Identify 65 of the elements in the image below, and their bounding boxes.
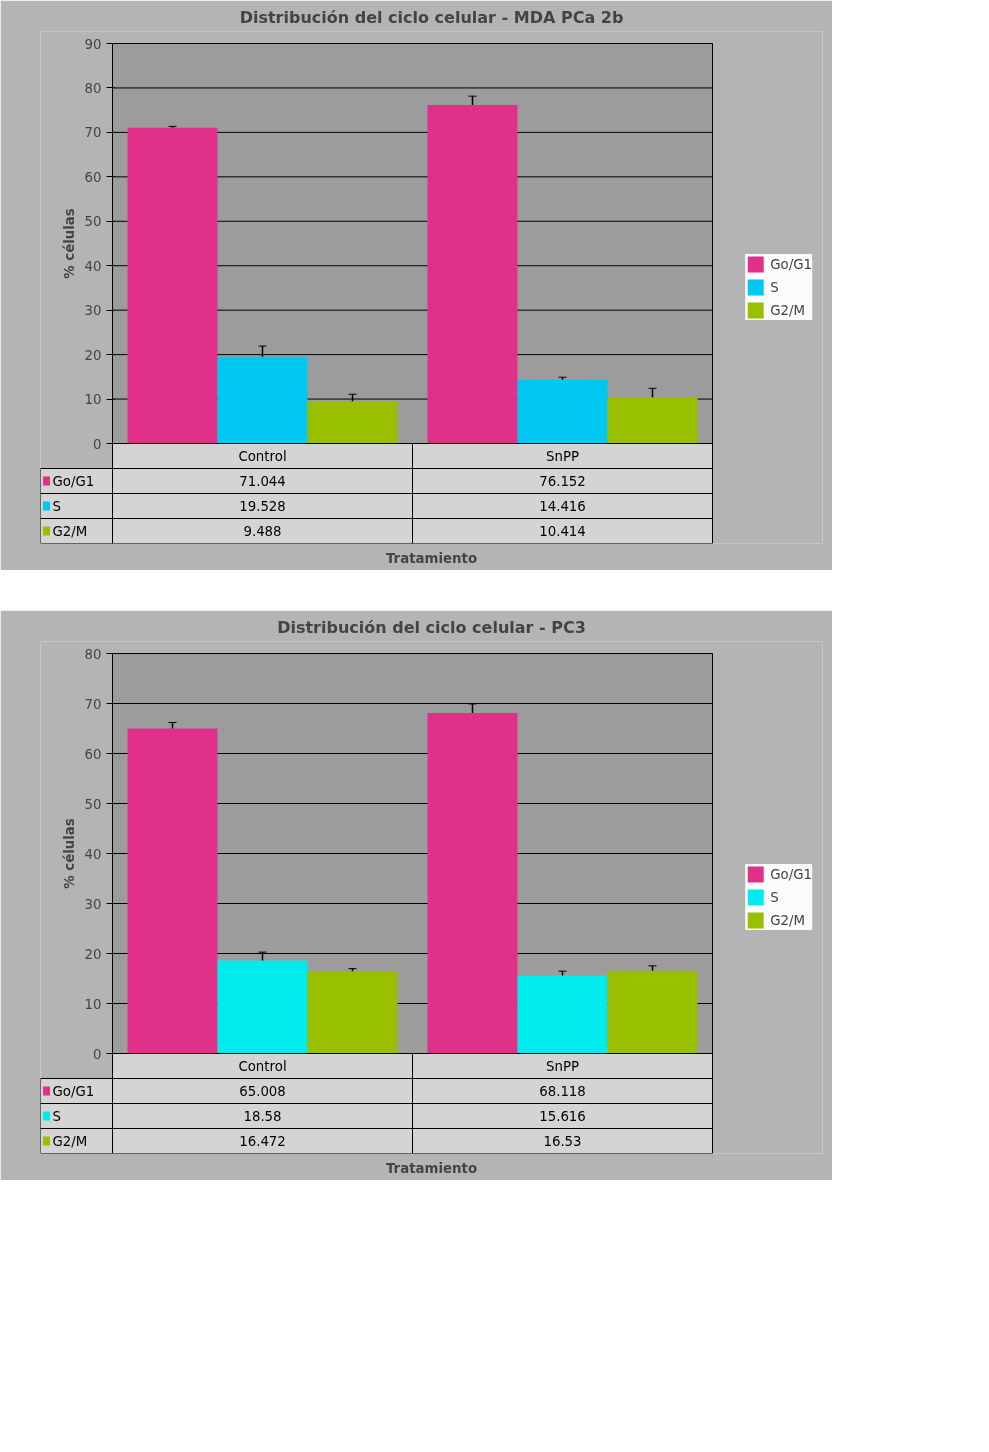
chart-title: Distribución del ciclo celular - PC3: [277, 617, 586, 637]
bar: [307, 401, 398, 444]
data-label: 76.152: [539, 474, 586, 489]
bar: [517, 379, 608, 444]
y-tick-label: 80: [84, 646, 102, 662]
y-tick-label: 40: [84, 258, 102, 274]
bar: [517, 975, 608, 1054]
data-label: 71.044: [239, 474, 286, 489]
y-axis-title: % células: [61, 818, 77, 889]
data-label: 14.416: [539, 499, 586, 514]
y-tick-label: 30: [84, 896, 102, 912]
data-label: 65.008: [239, 1084, 286, 1099]
data-label: 18.58: [243, 1109, 282, 1124]
y-tick-label: 50: [84, 796, 102, 812]
x-tick-label: SnPP: [546, 1058, 579, 1074]
legend-label: G2/M: [770, 912, 806, 928]
text: Go/G1: [770, 866, 812, 882]
y-tick-label: 0: [93, 436, 102, 452]
bar: [217, 356, 308, 444]
y-tick-label: 20: [84, 946, 102, 962]
legend-label: Go/G1: [52, 1083, 95, 1099]
y-tick-label: 10: [84, 392, 102, 408]
bar: [127, 728, 218, 1054]
y-tick-label: 90: [84, 36, 102, 52]
data-label: 19.528: [239, 499, 286, 514]
y-axis-title: % células: [61, 208, 77, 279]
y-tick-label: 10: [84, 996, 102, 1012]
y-tick-label: 70: [84, 696, 102, 712]
y-tick-label: 40: [84, 846, 102, 862]
text: G2/M: [52, 1133, 88, 1149]
bar: [427, 712, 518, 1054]
data-label: 15.616: [539, 1109, 586, 1124]
x-axis-title: Tratamiento: [385, 550, 478, 566]
data-label: 10.414: [539, 524, 586, 539]
x-tick-label: Control: [238, 448, 287, 464]
y-tick-label: 60: [84, 169, 102, 185]
bar: [427, 105, 518, 444]
y-tick-label: 20: [84, 347, 102, 363]
data-label: 9.488: [243, 524, 282, 539]
y-tick-label: 0: [93, 1046, 102, 1062]
text: S: [770, 279, 779, 295]
bar: [607, 397, 698, 444]
legend-label: Go/G1: [52, 473, 95, 489]
y-tick-label: 70: [84, 125, 102, 141]
chart-title: Distribución del ciclo celular - MDA PCa 2b: [239, 7, 624, 27]
y-tick-label: 30: [84, 303, 102, 319]
text: S: [770, 889, 779, 905]
bar: [127, 127, 218, 444]
bar: [217, 960, 308, 1054]
legend-label: S: [52, 1108, 61, 1124]
y-tick-label: 50: [84, 214, 102, 230]
x-tick-label: Control: [238, 1058, 287, 1074]
legend-label: S: [52, 498, 61, 514]
text: G2/M: [52, 523, 88, 539]
legend-label: G2/M: [770, 302, 806, 318]
y-tick-label: 80: [84, 80, 102, 96]
x-axis-title: Tratamiento: [385, 1160, 478, 1176]
x-tick-label: SnPP: [546, 448, 579, 464]
bar: [307, 971, 398, 1054]
data-label: 68.118: [539, 1084, 586, 1099]
text: Go/G1: [770, 256, 812, 272]
data-label: 16.53: [543, 1134, 582, 1149]
data-label: 16.472: [239, 1134, 286, 1149]
bar: [607, 970, 698, 1054]
y-tick-label: 60: [84, 746, 102, 762]
